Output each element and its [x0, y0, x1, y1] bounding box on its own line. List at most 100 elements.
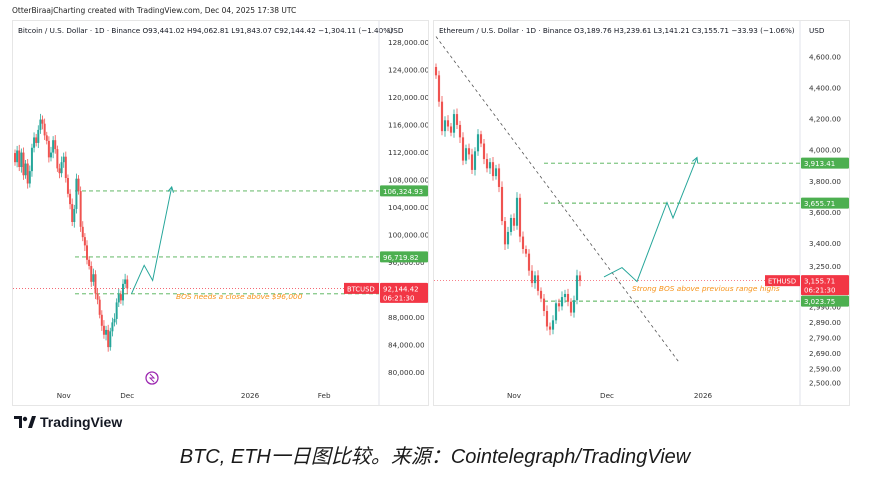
candle-body: [83, 237, 86, 246]
candle-body: [28, 171, 31, 184]
candle-body: [115, 302, 118, 319]
annotation-text: BOS needs a close above $96,000: [176, 292, 303, 301]
y-tick-label: 2,500.00: [809, 378, 841, 387]
y-tick-label: 84,000.00: [388, 340, 425, 349]
candle-body: [43, 123, 46, 136]
x-tick-label: 2026: [694, 391, 713, 400]
eth-chart-panel[interactable]: Ethereum / U.S. Dollar · 1D · Binance O3…: [433, 20, 850, 406]
candle-body: [485, 159, 489, 169]
x-tick-label: Nov: [507, 391, 522, 400]
candle-body: [521, 236, 525, 249]
y-tick-label: 2,690.00: [809, 349, 841, 358]
bar-countdown-label: 06:21:30: [383, 294, 414, 302]
key-level-label: 96,719.82: [383, 254, 419, 262]
candle-body: [94, 274, 97, 294]
ticker-tag: BTCUSD: [347, 285, 375, 293]
current-price-label-bg: [380, 282, 428, 303]
y-tick-label: 128,000.00: [388, 38, 428, 47]
candle-body: [440, 101, 444, 132]
y-tick-label: 116,000.00: [388, 120, 428, 129]
candle-body: [41, 119, 44, 124]
candle-body: [437, 75, 441, 102]
candle-body: [119, 294, 122, 301]
x-tick-label: Nov: [57, 391, 72, 400]
candle-body: [52, 140, 55, 153]
candle-body: [572, 300, 576, 313]
candle-body: [494, 168, 498, 177]
candle-body: [22, 152, 25, 176]
candle-body: [488, 162, 492, 169]
y-tick-label: 108,000.00: [388, 175, 428, 184]
currency-label: USD: [388, 26, 404, 35]
candle-body: [461, 137, 465, 161]
key-level-label: 3,913.41: [804, 160, 835, 168]
candle-body: [75, 178, 78, 209]
candle-body: [518, 197, 522, 237]
candle-body: [124, 279, 127, 284]
candle-body: [30, 147, 33, 172]
candle-body: [90, 266, 93, 282]
y-tick-label: 4,200.00: [809, 115, 841, 124]
candle-body: [39, 119, 42, 130]
candle-body: [446, 120, 450, 127]
candle-body: [33, 137, 36, 148]
candle-body: [542, 298, 546, 312]
candle-body: [476, 134, 480, 152]
candle-body: [60, 162, 63, 174]
symbol-label: Bitcoin / U.S. Dollar · 1D · Binance O93…: [18, 26, 393, 35]
candle-body: [527, 253, 531, 271]
candle-body: [79, 191, 82, 227]
key-level-label: 3,655.71: [804, 200, 835, 208]
figure-caption: BTC, ETH一日图比较。来源：Cointelegraph/TradingVi…: [179, 446, 691, 468]
y-tick-label: 124,000.00: [388, 65, 428, 74]
candle-body: [14, 153, 16, 163]
candle-body: [96, 293, 99, 300]
candle-body: [515, 197, 519, 226]
candle-body: [452, 114, 456, 133]
candle-body: [69, 193, 72, 205]
candle-body: [530, 270, 534, 284]
btc-chart-panel[interactable]: Bitcoin / U.S. Dollar · 1D · Binance O93…: [12, 20, 429, 406]
candle-body: [497, 168, 501, 187]
candle-body: [37, 129, 40, 143]
y-tick-label: 120,000.00: [388, 93, 428, 102]
candle-body: [569, 301, 573, 313]
current-price-label: 92,144.42: [383, 285, 419, 293]
candle-body: [86, 245, 88, 260]
event-marker-icon: [145, 371, 159, 385]
candle-body: [113, 318, 116, 323]
tradingview-logo-icon: [14, 416, 36, 428]
y-tick-label: 4,000.00: [809, 146, 841, 155]
candle-body: [509, 217, 513, 232]
candle-body: [548, 326, 552, 330]
y-tick-label: 104,000.00: [388, 203, 428, 212]
candle-body: [109, 331, 112, 348]
candle-body: [117, 294, 120, 303]
annotation-text: Strong BOS above previous range highs: [632, 284, 780, 293]
candle-body: [500, 186, 504, 222]
candle-body: [77, 178, 80, 192]
candle-body: [45, 135, 48, 141]
candle-body: [73, 208, 76, 222]
eth-chart[interactable]: Ethereum / U.S. Dollar · 1D · Binance O3…: [434, 21, 849, 405]
key-level-label-bg: [801, 157, 849, 169]
candle-body: [566, 293, 570, 302]
current-price-label: 3,155.71: [804, 278, 835, 286]
candle-body: [470, 154, 474, 170]
candle-body: [524, 248, 528, 254]
candle-body: [575, 275, 579, 301]
currency-label: USD: [809, 26, 825, 35]
tradingview-logo: TradingView: [14, 414, 122, 430]
x-tick-label: Dec: [600, 391, 614, 400]
candle-body: [443, 120, 447, 132]
candle-body: [464, 148, 468, 161]
btc-chart[interactable]: Bitcoin / U.S. Dollar · 1D · Binance O93…: [13, 21, 428, 405]
candle-body: [16, 150, 19, 163]
candle-body: [458, 124, 462, 138]
candle-body: [111, 322, 114, 332]
candle-body: [98, 299, 101, 315]
bar-countdown-label: 06:21:30: [804, 287, 835, 295]
y-tick-label: 100,000.00: [388, 230, 428, 239]
y-tick-label: 3,800.00: [809, 177, 841, 186]
current-price-label-bg: [801, 275, 849, 296]
